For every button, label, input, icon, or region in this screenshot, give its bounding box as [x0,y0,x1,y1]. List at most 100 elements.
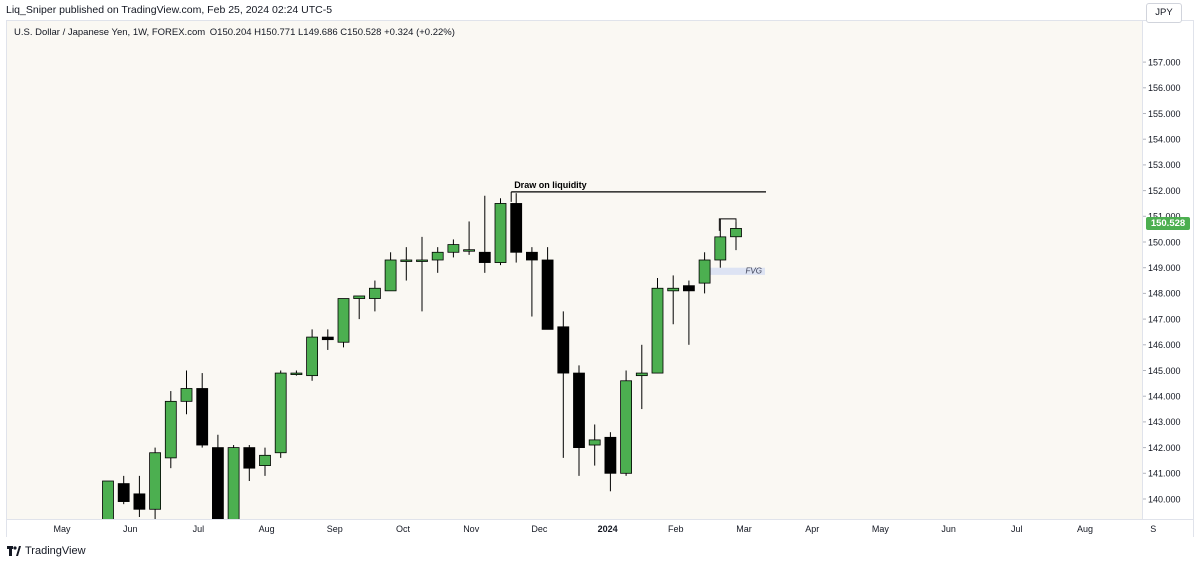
price-tick-label: 149.000 [1148,263,1181,273]
candle [227,445,240,519]
time-tick-label: Oct [396,524,411,534]
price-tick-label: 156.000 [1148,83,1181,93]
candle [698,252,711,294]
price-tick-label: 143.000 [1148,417,1181,427]
bullish-candle-body [494,203,507,263]
time-tick-label: Sep [327,524,343,534]
bullish-candle-body [588,439,601,446]
bullish-candle-body [290,372,303,375]
candle [196,373,209,448]
last-price-tag: 150.528 [1146,217,1190,230]
candle [463,221,476,255]
bearish-candle-body [683,285,695,292]
time-tick-label: 2024 [598,524,618,534]
time-scale-axis: May Jun Jul Aug Sep Oct Nov Dec 2024 Feb Mar Apr May… [53,524,1156,534]
candle [384,252,397,292]
price-tick-label: 146.000 [1148,340,1181,350]
time-tick-label: Apr [805,524,819,534]
price-tick-label: 152.000 [1148,186,1181,196]
bullish-candle-body [274,372,287,454]
bullish-candle-body [431,251,444,261]
candle [651,277,664,374]
candle [416,236,428,312]
time-tick-label: May [872,524,890,534]
time-tick-label: Nov [463,524,480,534]
currency-button[interactable]: JPY [1146,3,1182,23]
fvg-zone [700,267,765,275]
publish-info: Liq_Sniper published on TradingView.com,… [6,4,333,16]
bearish-candle-body [541,259,554,330]
price-tick-label: 147.000 [1148,314,1181,324]
bullish-candle-body [164,400,177,459]
price-tick-label: 155.000 [1148,109,1181,119]
candle [588,424,601,466]
symbol-title[interactable]: U.S. Dollar / Japanese Yen, 1W, FOREX.co… [14,27,206,38]
symbol-legend[interactable]: U.S. Dollar / Japanese Yen, 1W, FOREX.co… [14,27,455,38]
price-tick-label: 148.000 [1148,289,1181,299]
bullish-candle-body [620,380,632,474]
candle [180,370,193,415]
candle [290,370,303,376]
candle [102,480,114,519]
bullish-candle-body [667,287,680,292]
bullish-candle-body [714,236,727,261]
candle [243,445,256,482]
candle [274,370,287,458]
bullish-candle-body [337,298,350,343]
chart-pane[interactable]: FVG Draw on liquidity U.S. Dollar / Japan… [7,21,1142,519]
publish-bar: Liq_Sniper published on TradingView.com,… [0,0,1200,20]
price-tick-label: 157.000 [1148,57,1181,67]
time-tick-label: Jun [941,524,956,534]
price-tick-label: 141.000 [1148,469,1181,479]
candle [259,447,271,476]
price-tick-label: 154.000 [1148,135,1181,145]
time-tick-label: Mar [736,524,752,534]
bearish-candle-body [196,388,209,446]
bullish-candle-body [698,259,711,284]
candle [353,295,366,320]
candle [620,370,632,476]
bearish-candle-body [243,447,256,469]
candle [730,222,742,251]
ohlc-values: O150.204 H150.771 L149.686 C150.528 +0.3… [209,27,455,38]
bearish-candle-body [604,436,617,474]
bullish-candle-body [416,259,428,262]
bearish-candle-body [526,251,538,261]
bullish-candle-body [463,249,476,252]
footer: TradingView [0,540,1200,565]
bearish-candle-body [573,372,585,449]
candle [526,247,538,317]
bearish-candle-body [117,483,130,502]
price-tick-label: 151.000 [1148,212,1181,222]
candle [635,344,648,410]
tradingview-brand[interactable]: TradingView [7,545,86,557]
candlestick-chart[interactable]: FVG Draw on liquidity [7,21,1142,519]
candle [494,198,507,266]
liquidity-label: Draw on liquidity [514,180,587,190]
bullish-candle-body [102,480,114,519]
time-tick-label: Jun [123,524,138,534]
candle [431,247,444,273]
time-tick-label: Aug [1077,524,1093,534]
time-tick-label: Dec [531,524,548,534]
time-tick-label: Jul [1011,524,1023,534]
candle [510,193,523,263]
price-tick-label: 145.000 [1148,366,1181,376]
candle [683,280,695,345]
recent-high-bracket [718,218,737,231]
candle [306,329,319,381]
candle [573,365,585,476]
bullish-candle-body [227,447,240,519]
chart-frame: FVG Draw on liquidity U.S. Dollar / Japan… [6,20,1194,537]
bearish-candle-body [557,326,570,374]
candle [541,247,554,330]
price-scale[interactable]: 140.000 141.000 142.000 143.000 144.000 145.0… [1142,21,1193,519]
price-tick-label: 142.000 [1148,443,1181,453]
bullish-candle-body [651,287,664,374]
candle [478,195,491,273]
time-tick-label: May [53,524,71,534]
candle [321,329,334,350]
bullish-candle-body [180,388,193,402]
time-scale[interactable]: May Jun Jul Aug Sep Oct Nov Dec 2024 Feb Mar Apr May… [7,519,1193,537]
candle [133,475,146,517]
